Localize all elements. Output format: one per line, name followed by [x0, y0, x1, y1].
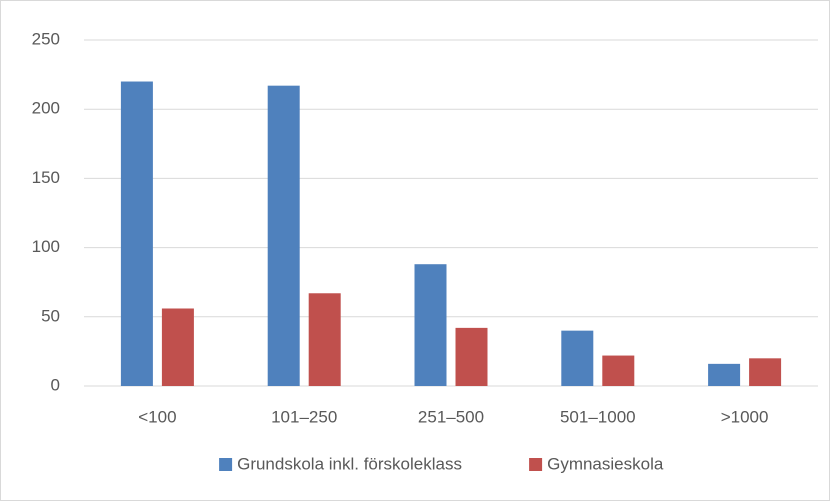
bar — [308, 293, 341, 386]
bar — [455, 327, 488, 386]
legend-swatch — [219, 458, 233, 471]
x-tick-label: 501–1000 — [560, 407, 636, 426]
y-tick-label: 50 — [41, 306, 60, 325]
y-tick-label: 200 — [32, 99, 60, 118]
x-tick-label: >1000 — [721, 407, 769, 426]
y-tick-label: 100 — [32, 237, 60, 256]
bar — [161, 308, 194, 386]
y-tick-label: 150 — [32, 168, 60, 187]
bar — [561, 330, 594, 386]
legend-label: Grundskola inkl. förskoleklass — [237, 454, 462, 473]
x-tick-label: 101–250 — [271, 407, 337, 426]
x-tick-label: <100 — [138, 407, 176, 426]
bar — [749, 358, 782, 386]
legend-swatch — [529, 458, 543, 471]
y-tick-label: 0 — [51, 375, 60, 394]
bar — [708, 363, 741, 386]
bar — [120, 81, 153, 387]
x-tick-label: 251–500 — [418, 407, 484, 426]
bar — [414, 264, 447, 386]
legend-label: Gymnasieskola — [547, 454, 664, 473]
bar — [602, 355, 635, 386]
y-tick-label: 250 — [32, 29, 60, 48]
bar — [267, 85, 300, 386]
